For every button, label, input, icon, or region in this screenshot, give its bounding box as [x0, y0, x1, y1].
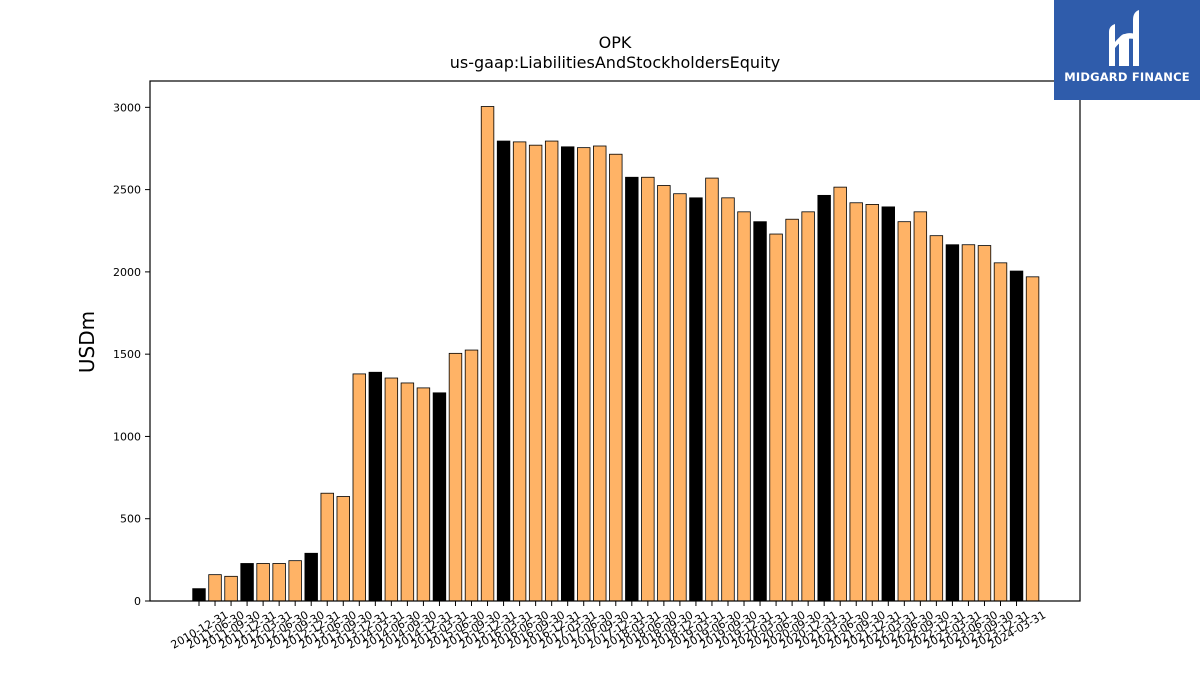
- plot-frame: [149, 80, 1081, 602]
- bar: [560, 146, 575, 602]
- bar: [464, 349, 479, 602]
- bar: [961, 244, 976, 602]
- bar: [673, 193, 687, 602]
- bar: [496, 140, 511, 602]
- y-axis-ticks: 0 500 1000 1500 2000 2500 3000: [113, 101, 150, 608]
- bar: [993, 262, 1008, 602]
- bar: [528, 144, 543, 602]
- bar: [881, 206, 895, 602]
- y-tick-label: 2500: [113, 184, 141, 197]
- bar: [753, 221, 767, 602]
- bar: [224, 575, 238, 602]
- y-axis-label: USDm: [75, 311, 99, 373]
- bar: [657, 185, 671, 602]
- bar: [705, 177, 719, 602]
- bar: [865, 204, 879, 602]
- bar: [897, 221, 912, 602]
- bar: [448, 352, 463, 602]
- y-tick-label: 2000: [113, 266, 141, 279]
- bar: [352, 373, 367, 602]
- bar: [737, 211, 751, 602]
- bar: [929, 235, 944, 602]
- bar: [240, 563, 254, 602]
- bar: [913, 211, 928, 602]
- bar: [400, 382, 415, 602]
- bar: [208, 574, 222, 602]
- bar: [272, 563, 286, 602]
- bar: [609, 153, 623, 602]
- bar: [320, 492, 334, 602]
- bars: [192, 106, 1040, 602]
- y-tick-label: 1500: [113, 348, 141, 361]
- bar: [256, 563, 270, 602]
- bar: [304, 552, 318, 602]
- y-tick-label: 500: [120, 513, 141, 526]
- bar: [817, 194, 831, 602]
- bar: [288, 560, 302, 602]
- bar: [625, 176, 639, 602]
- y-tick-label: 3000: [113, 101, 141, 114]
- x-axis-ticks: 2010-12-312011-06-302011-09-302011-12-31…: [169, 601, 1048, 652]
- bar: [192, 588, 206, 602]
- bar: [721, 197, 735, 602]
- logo-text: MIDGARD FINANCE: [1064, 70, 1190, 84]
- chart-subtitle: us-gaap:LiabilitiesAndStockholdersEquity: [450, 53, 781, 72]
- chart-title: OPK: [599, 33, 632, 52]
- bar: [833, 186, 847, 602]
- bar: [593, 145, 607, 602]
- y-tick-label: 1000: [113, 430, 141, 443]
- bar: [801, 211, 815, 602]
- bar: [785, 218, 799, 602]
- bar: [641, 176, 655, 602]
- bar: [577, 147, 591, 602]
- bar: [544, 140, 559, 602]
- bar: [1009, 270, 1024, 602]
- y-tick-label: 0: [134, 595, 141, 608]
- bar: [1025, 276, 1040, 602]
- bar: [384, 377, 399, 602]
- midgard-logo-icon: [1109, 10, 1139, 66]
- brand-logo: MIDGARD FINANCE: [1054, 0, 1200, 100]
- bar: [480, 106, 495, 602]
- bar: [849, 202, 863, 602]
- bar: [977, 245, 992, 602]
- bar: [368, 371, 383, 602]
- bar: [769, 233, 783, 602]
- bar: [689, 197, 703, 602]
- bar: [336, 496, 350, 602]
- bar: [416, 387, 431, 602]
- bar: [512, 141, 527, 602]
- bar: [945, 244, 960, 602]
- bar: [432, 392, 447, 602]
